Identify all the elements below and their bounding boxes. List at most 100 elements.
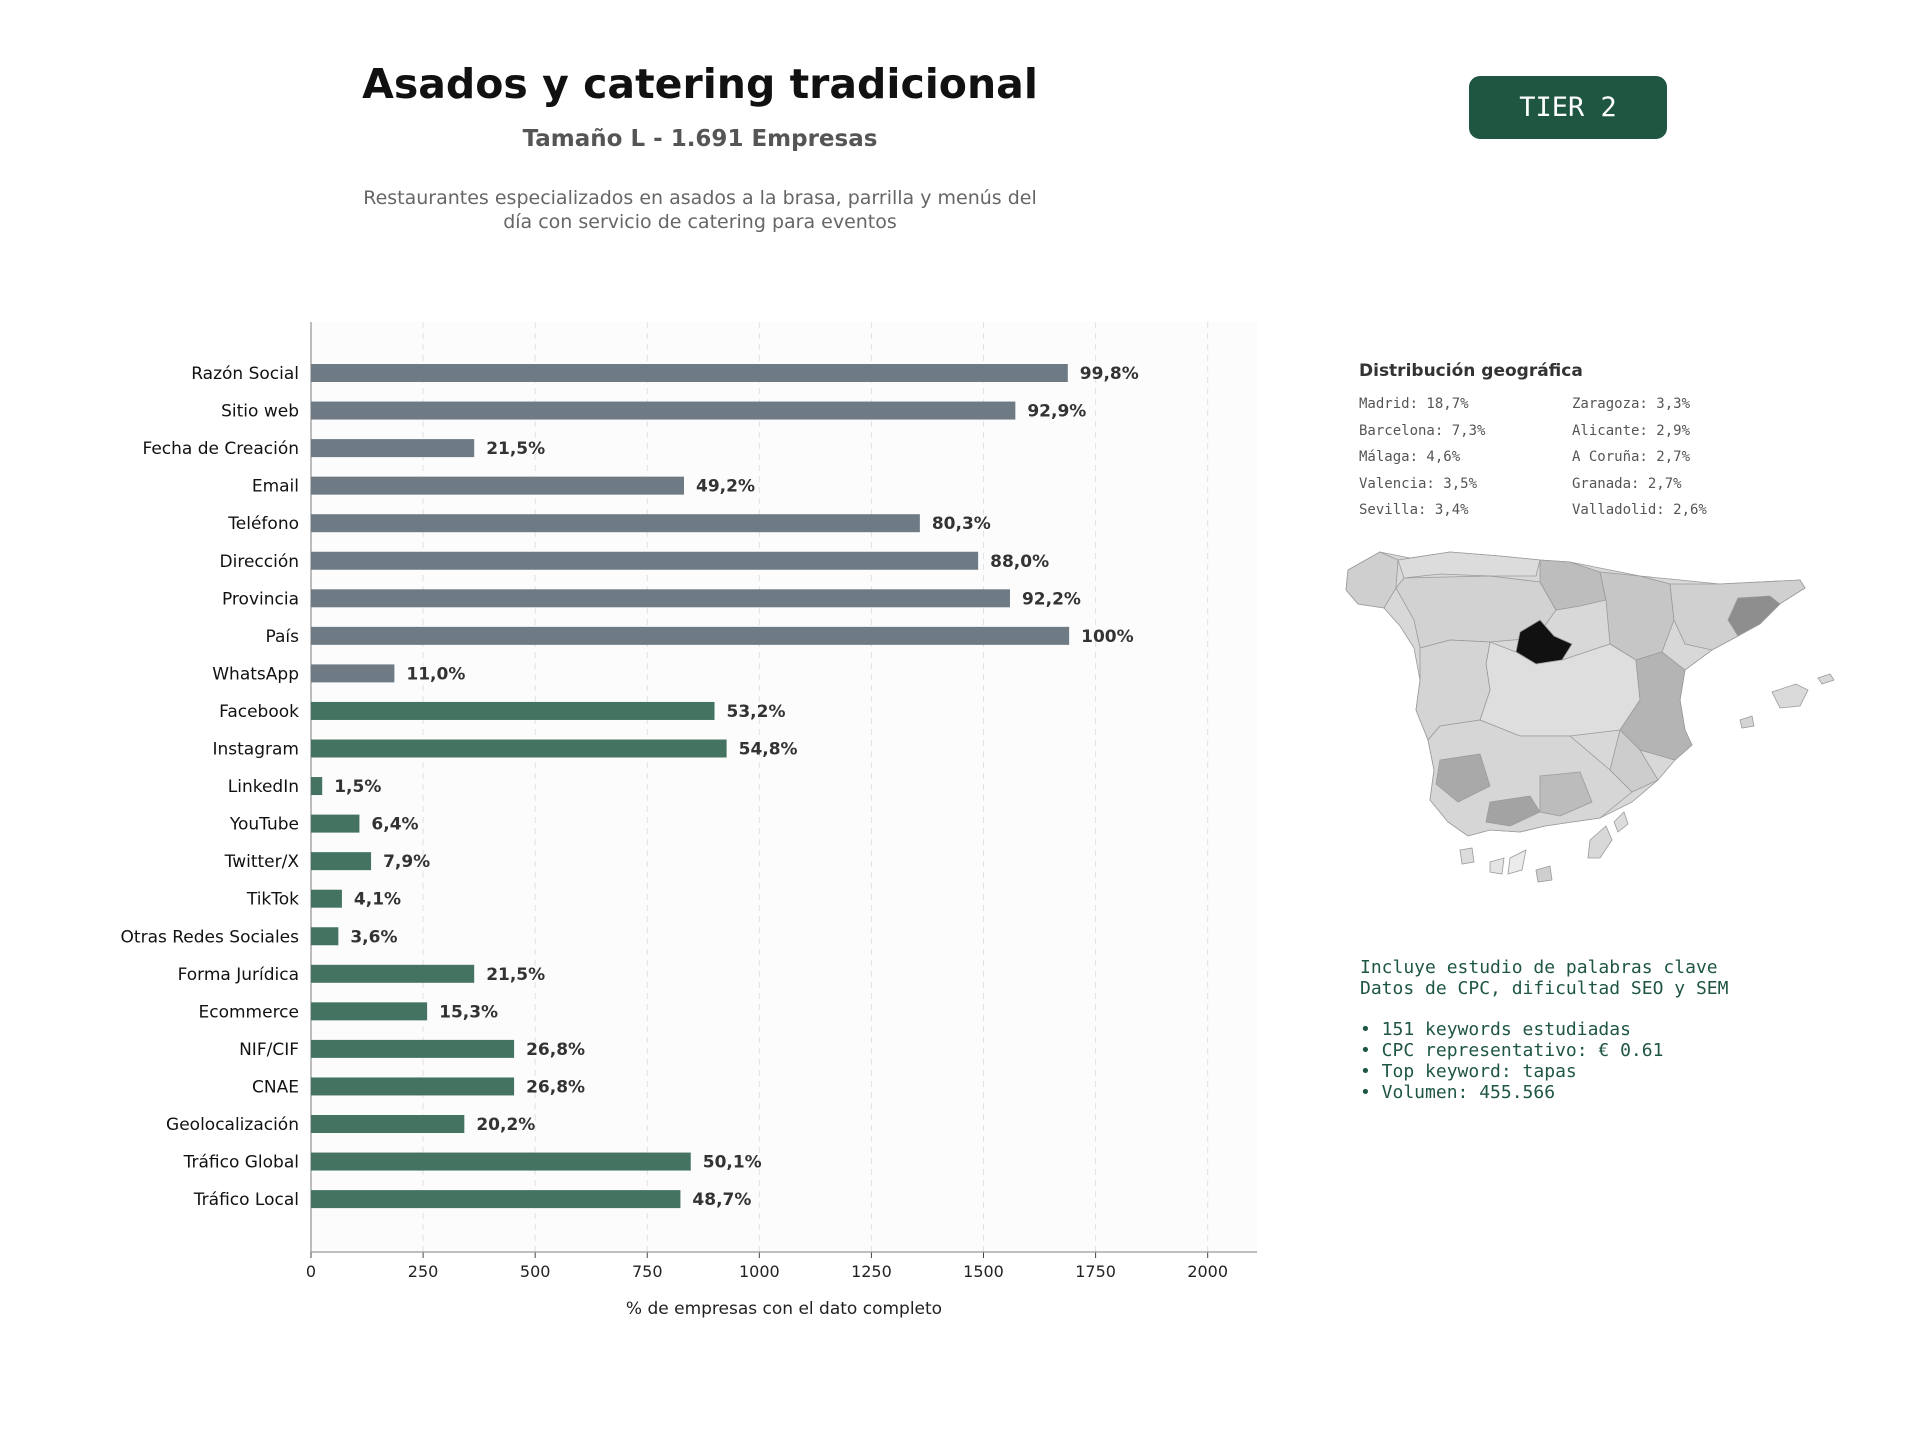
map-region-canarias-4	[1535, 865, 1553, 883]
geo-item: Málaga: 4,6%	[1359, 449, 1461, 465]
map-region-canarias-3	[1507, 849, 1527, 875]
map-region-malaga	[1485, 795, 1541, 827]
category-label: Sitio web	[221, 402, 299, 422]
data-label: 1,5%	[334, 777, 381, 797]
page-description: Restaurantes especializados en asados a …	[300, 186, 1100, 234]
data-label: 80,3%	[932, 514, 991, 534]
data-label: 26,8%	[526, 1040, 585, 1060]
category-label: NIF/CIF	[239, 1040, 299, 1060]
data-label: 21,5%	[486, 965, 545, 985]
bar	[311, 1152, 691, 1171]
geo-item: Zaragoza: 3,3%	[1572, 396, 1691, 412]
x-axis-label: % de empresas con el dato completo	[626, 1299, 942, 1319]
map-region-barcelona	[1727, 595, 1781, 637]
keywords-line-1: Incluye estudio de palabras clave	[1360, 957, 1718, 978]
data-label: 88,0%	[990, 552, 1049, 572]
geo-title: Distribución geográfica	[1359, 361, 1583, 381]
bar-chart: 0 250 500 750 1000 1250 1500 1750 2000 % de empre…	[121, 322, 1257, 1319]
bar	[311, 701, 715, 720]
geo-item: Granada: 2,7%	[1572, 475, 1682, 492]
bar	[311, 664, 395, 683]
keyword-bullet: • 151 keywords estudiadas	[1360, 1019, 1631, 1040]
bar	[311, 1115, 465, 1133]
keyword-bullet: • Volumen: 455.566	[1360, 1082, 1556, 1103]
x-tick-label: 0	[306, 1262, 316, 1281]
geo-item: Alicante: 2,9%	[1572, 422, 1691, 439]
category-label: Instagram	[213, 740, 300, 760]
bar	[311, 476, 685, 495]
bar	[311, 889, 342, 908]
data-label: 26,8%	[526, 1077, 585, 1097]
plot-area	[311, 322, 1257, 1252]
data-label: 92,9%	[1027, 402, 1086, 422]
data-label: 54,8%	[739, 740, 798, 760]
map-region-canarias-5	[1587, 825, 1613, 859]
data-label: 20,2%	[476, 1115, 535, 1135]
data-label: 4,1%	[354, 890, 401, 910]
page-subtitle: Tamaño L - 1.691 Empresas	[522, 126, 878, 152]
bar	[311, 514, 920, 533]
data-label: 53,2%	[727, 702, 786, 722]
map-region-navarra	[1539, 559, 1607, 611]
tier-badge: TIER 2	[1469, 76, 1667, 139]
bar	[311, 739, 727, 758]
description-line-1: Restaurantes especializados en asados a …	[363, 187, 1037, 209]
bar	[311, 589, 1010, 608]
data-label: 3,6%	[350, 927, 397, 947]
x-tick-label: 1250	[851, 1262, 892, 1281]
x-tick-label: 250	[408, 1262, 439, 1281]
category-label: Dirección	[220, 552, 299, 572]
keywords-line-2: Datos de CPC, dificultad SEO y SEM	[1360, 978, 1729, 999]
category-label: Provincia	[222, 589, 299, 609]
bar	[311, 551, 979, 570]
page-title: Asados y catering tradicional	[362, 60, 1038, 108]
bar	[311, 1190, 681, 1209]
geo-item: Barcelona: 7,3%	[1359, 422, 1486, 439]
description-line-2: día con servicio de catering para evento…	[503, 211, 897, 233]
bar	[311, 401, 1016, 420]
category-label: Email	[252, 477, 299, 497]
data-label: 7,9%	[383, 852, 430, 872]
category-label: Twitter/X	[224, 852, 300, 872]
map-region-menorca	[1817, 673, 1835, 685]
geo-list: Madrid: 18,7% Zaragoza: 3,3% Barcelona: …	[1359, 396, 1799, 529]
geo-item: Madrid: 18,7%	[1359, 396, 1469, 412]
map-region-valencia	[1619, 651, 1693, 761]
x-tick-label: 750	[632, 1262, 663, 1281]
data-label: 15,3%	[439, 1002, 498, 1022]
category-label: Facebook	[219, 702, 299, 722]
data-label: 49,2%	[696, 477, 755, 497]
bar	[311, 626, 1070, 645]
data-label: 92,2%	[1022, 589, 1081, 609]
data-label: 48,7%	[692, 1190, 751, 1210]
geo-item: Valencia: 3,5%	[1359, 475, 1478, 492]
x-tick-label: 1750	[1075, 1262, 1116, 1281]
category-label: Otras Redes Sociales	[121, 927, 300, 947]
category-label: Tráfico Global	[183, 1153, 299, 1173]
bar	[311, 1002, 428, 1021]
keyword-bullet: • CPC representativo: € 0.61	[1360, 1040, 1664, 1061]
category-label: LinkedIn	[228, 777, 299, 797]
bar	[311, 364, 1068, 382]
bar	[311, 1039, 515, 1058]
bar	[311, 777, 323, 796]
map-region-canarias-2	[1489, 857, 1505, 875]
category-label: Fecha de Creación	[142, 439, 299, 459]
category-label: TikTok	[246, 890, 299, 910]
category-label: WhatsApp	[212, 664, 299, 684]
geo-item: A Coruña: 2,7%	[1572, 449, 1691, 465]
bar	[311, 439, 475, 458]
x-tick-label: 2000	[1187, 1262, 1228, 1281]
x-tick-label: 1500	[963, 1262, 1004, 1281]
map-region-north	[1397, 551, 1541, 579]
bar	[311, 964, 475, 983]
data-label: 100%	[1081, 627, 1134, 647]
map-region-galicia	[1345, 551, 1399, 609]
keywords-panel: Incluye estudio de palabras clave Datos …	[1360, 957, 1728, 1103]
map-region-murcia	[1609, 729, 1659, 793]
map-region-canarias-1	[1459, 847, 1475, 865]
category-label: Razón Social	[191, 364, 299, 384]
data-label: 21,5%	[486, 439, 545, 459]
data-label: 99,8%	[1080, 364, 1139, 384]
map-region-canarias-6	[1613, 811, 1629, 833]
